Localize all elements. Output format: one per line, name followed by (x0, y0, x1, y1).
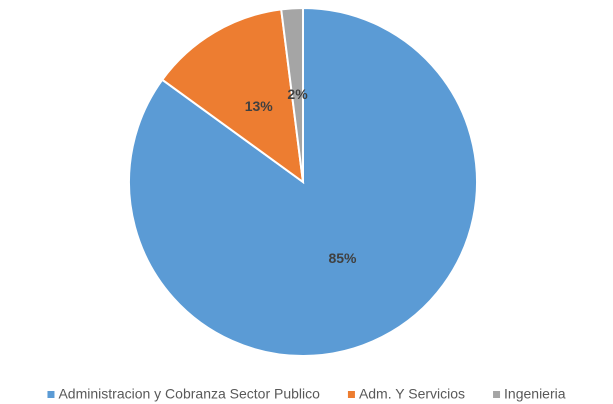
legend-swatch (493, 391, 501, 398)
data-label: 2% (287, 86, 308, 102)
pie-slice (160, 8, 305, 185)
legend-label: Ingenieria (504, 386, 566, 402)
legend-swatch (47, 391, 55, 398)
legend-label: Administracion y Cobranza Sector Publico (58, 386, 320, 402)
data-label: 85% (328, 250, 357, 266)
data-label: 13% (245, 98, 274, 114)
legend-label: Adm. Y Servicios (359, 386, 465, 402)
legend-swatch (347, 391, 355, 398)
pie-slice (280, 6, 304, 183)
